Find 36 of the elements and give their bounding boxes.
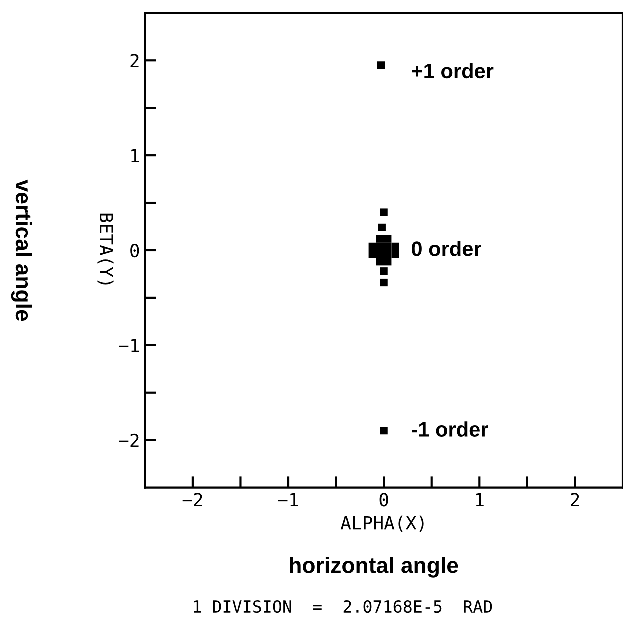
point [368, 250, 376, 258]
annotation: -1 order [412, 422, 488, 437]
x-axis-title: ALPHA(X) [340, 516, 424, 532]
point [376, 242, 384, 250]
point [376, 235, 384, 243]
text: 1 DIVISION = 2.07168E-5 RAD [194, 600, 492, 614]
point [384, 250, 392, 258]
point [380, 427, 388, 435]
y-tick-label: 2 [130, 54, 139, 68]
y-tick-label: 0 [130, 244, 140, 258]
point [378, 224, 386, 232]
y-axis-title: BETA(Y) [98, 214, 114, 285]
annotation: 0 order [412, 241, 482, 256]
x-tick-label: −1 [278, 493, 298, 506]
x-tick-label: −2 [182, 493, 202, 506]
point [377, 62, 386, 70]
point [376, 250, 384, 258]
point [392, 242, 400, 250]
point [384, 235, 392, 243]
y-tick-label: −2 [119, 434, 139, 448]
point [392, 250, 400, 258]
point [380, 268, 388, 276]
x-tick-label: 1 [476, 493, 484, 506]
point [380, 208, 388, 216]
y-tick-label: 1 [132, 149, 140, 162]
annotation: +1 order [412, 63, 494, 79]
x-tick-label: 0 [380, 493, 388, 507]
point [368, 242, 376, 250]
point [380, 278, 388, 287]
point [384, 242, 392, 250]
point [384, 258, 392, 266]
x-tick-label: 2 [571, 493, 580, 506]
text: vertical angle [11, 180, 32, 322]
y-tick-label: −1 [119, 339, 140, 352]
point [376, 258, 384, 266]
text: horizontal angle [290, 557, 458, 578]
